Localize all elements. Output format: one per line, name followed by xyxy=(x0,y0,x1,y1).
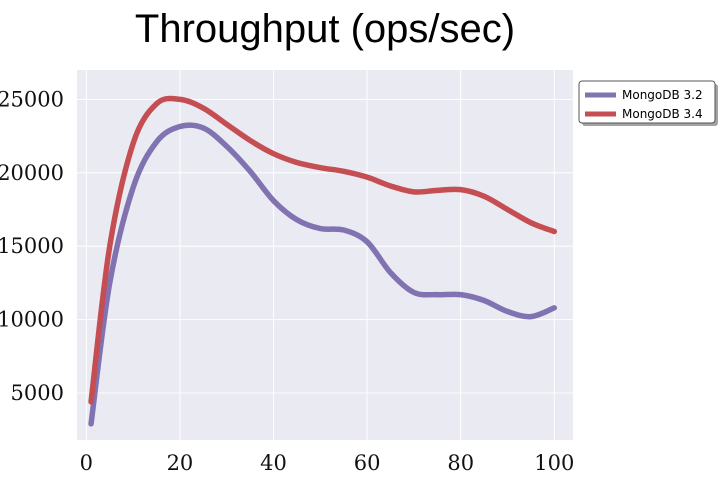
x-axis-ticks: 0 20 40 60 80 100 xyxy=(80,451,575,475)
y-axis-ticks: 5000 10000 15000 20000 25000 xyxy=(0,87,64,405)
y-tick-label: 25000 xyxy=(0,87,64,111)
y-tick-label: 5000 xyxy=(11,381,64,405)
x-tick-label: 80 xyxy=(447,451,474,475)
plot-area xyxy=(77,70,573,440)
legend-label: MongoDB 3.2 xyxy=(622,88,703,102)
series-line-mongodb-3-2 xyxy=(88,122,558,427)
legend: MongoDB 3.2 MongoDB 3.4 xyxy=(578,80,718,126)
x-tick-label: 60 xyxy=(354,451,381,475)
x-tick-label: 20 xyxy=(167,451,194,475)
legend-label: MongoDB 3.4 xyxy=(622,107,703,121)
x-tick-label: 100 xyxy=(534,451,574,475)
x-tick-label: 40 xyxy=(260,451,287,475)
x-tick-label: 0 xyxy=(80,451,93,475)
series-line-mongodb-3-4 xyxy=(88,95,558,405)
y-tick-label: 20000 xyxy=(0,161,64,185)
y-tick-label: 15000 xyxy=(0,234,64,258)
y-tick-label: 10000 xyxy=(0,308,64,332)
series-lines xyxy=(88,95,558,427)
chart-title: Throughput (ops/sec) xyxy=(135,7,515,51)
